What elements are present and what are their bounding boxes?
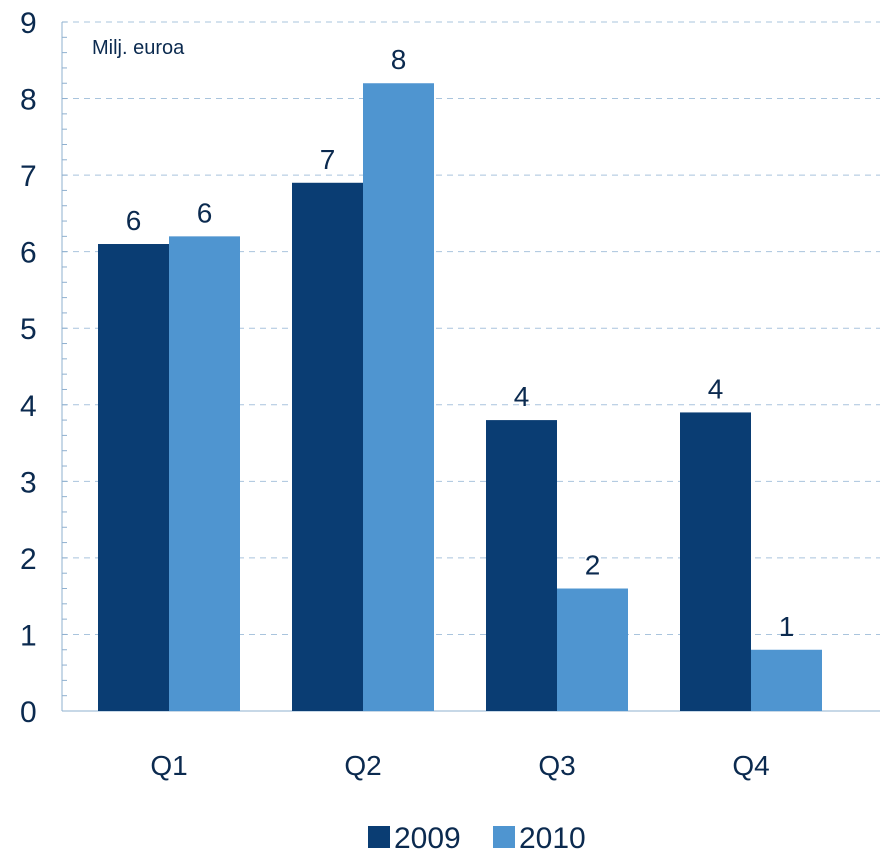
- bar-2010-Q1: [169, 236, 240, 711]
- legend-label-2010: 2010: [519, 822, 586, 849]
- bar-2009-Q1: [98, 244, 169, 711]
- x-tick-label: Q2: [344, 750, 381, 781]
- legend-swatch-2010: [493, 826, 515, 848]
- bar-2009-Q2: [292, 182, 363, 711]
- bar-2009-Q4: [680, 412, 751, 711]
- y-tick-label: 1: [20, 619, 37, 652]
- data-label: 8: [391, 44, 407, 75]
- y-tick-label: 7: [20, 160, 37, 193]
- data-labels: 6 6 7 8 4 2 4 1: [126, 44, 795, 642]
- data-label: 4: [708, 373, 724, 404]
- y-tick-label: 2: [20, 543, 37, 576]
- y-tick-label: 3: [20, 466, 37, 499]
- unit-label: Milj. euroa: [92, 37, 185, 59]
- x-tick-label: Q4: [732, 750, 769, 781]
- data-label: 2: [585, 550, 601, 581]
- bar-2010-Q3: [557, 588, 628, 711]
- bars: [98, 83, 822, 711]
- y-tick-label: 9: [20, 7, 37, 40]
- data-label: 7: [320, 144, 336, 175]
- legend: 2009 2010: [368, 822, 586, 849]
- y-tick-label: 6: [20, 237, 37, 270]
- data-label: 6: [197, 197, 213, 228]
- x-tick-label: Q3: [538, 750, 575, 781]
- legend-label-2009: 2009: [394, 822, 461, 849]
- data-label: 6: [126, 205, 142, 236]
- bar-2010-Q2: [363, 83, 434, 711]
- x-tick-label: Q1: [150, 750, 187, 781]
- category-labels: Q1 Q2 Q3 Q4: [150, 750, 769, 781]
- bar-2010-Q4: [751, 649, 822, 711]
- y-tick-label: 5: [20, 313, 37, 346]
- y-tick-label: 4: [20, 390, 37, 423]
- y-tick-label: 0: [20, 696, 37, 729]
- y-tick-label: 8: [20, 84, 37, 117]
- data-label: 4: [514, 381, 530, 412]
- data-label: 1: [779, 611, 795, 642]
- bar-2009-Q3: [486, 420, 557, 711]
- legend-swatch-2009: [368, 826, 390, 848]
